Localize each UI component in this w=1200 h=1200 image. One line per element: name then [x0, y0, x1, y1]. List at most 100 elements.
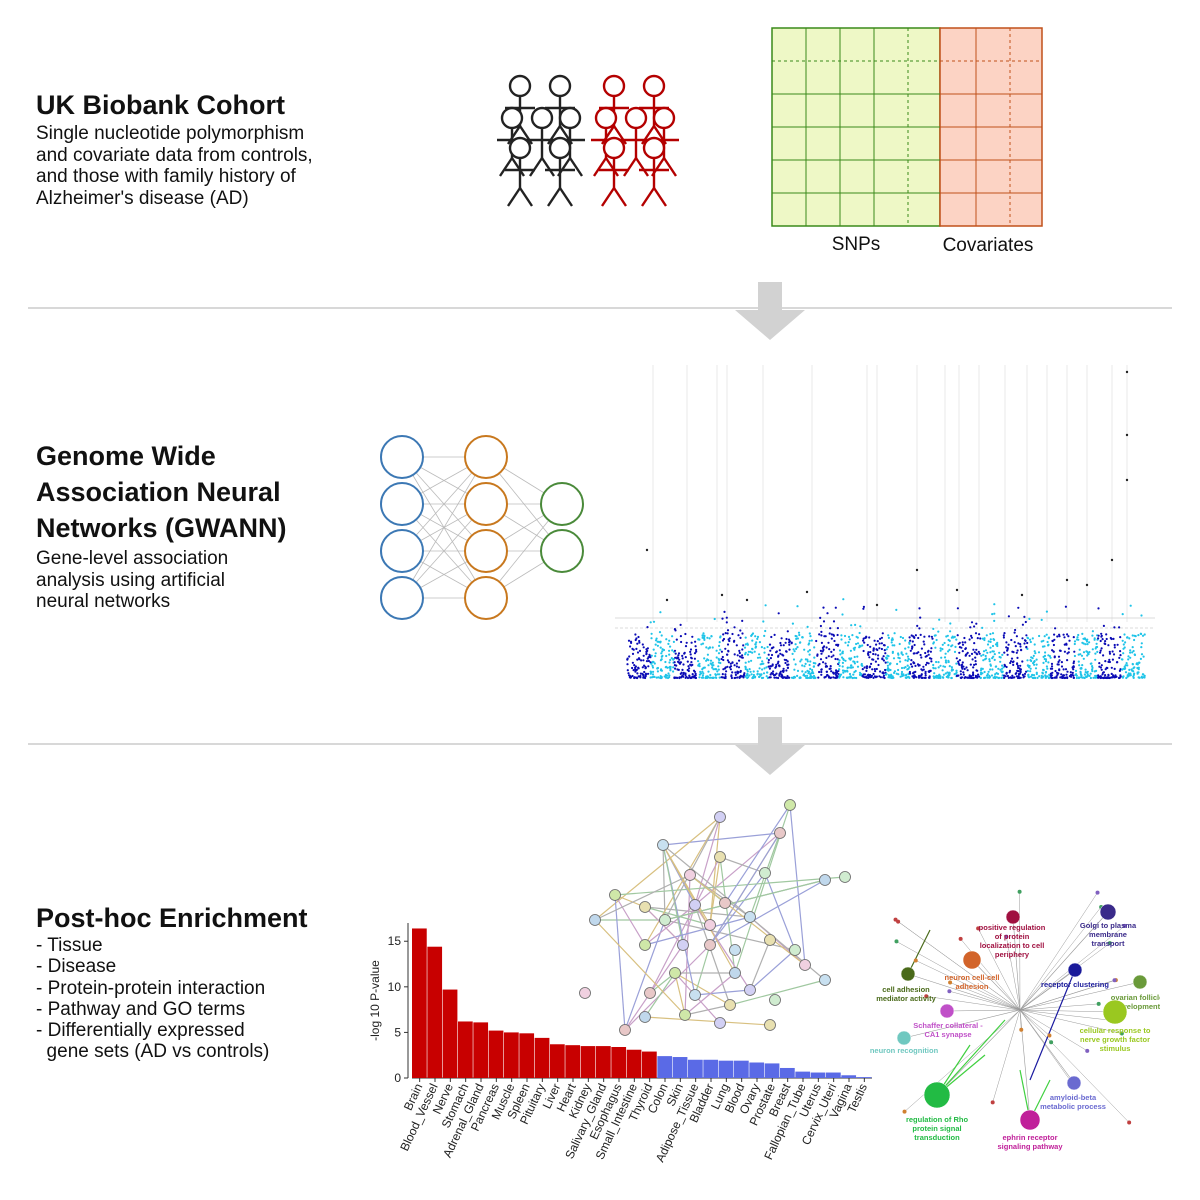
snp-point	[689, 653, 692, 656]
snp-point	[1058, 669, 1061, 672]
snp-point	[1121, 676, 1124, 679]
snp-point	[668, 639, 671, 642]
snp-point	[828, 632, 831, 635]
snp-point	[956, 634, 959, 637]
snp-point	[1030, 659, 1033, 663]
snp-point	[660, 658, 663, 661]
go-edge	[1019, 1009, 1050, 1036]
snp-point	[1100, 635, 1103, 638]
snp-point	[891, 638, 894, 641]
snp-point	[1074, 673, 1077, 676]
go-term-label: cellular response to	[1080, 1026, 1151, 1035]
snp-point	[796, 674, 799, 677]
interaction-edge	[694, 904, 731, 1006]
snp-point	[769, 649, 772, 652]
go-edge	[896, 941, 1021, 1011]
snp-point	[635, 637, 638, 640]
snp-point	[1048, 673, 1051, 676]
y-tick-label: 0	[394, 1071, 401, 1085]
snp-point	[737, 634, 740, 637]
snp-point	[767, 658, 770, 662]
snp-point	[681, 654, 684, 657]
snp-point	[724, 632, 727, 635]
y-tick-label: 10	[388, 980, 402, 994]
snp-point	[735, 644, 738, 647]
snp-point	[680, 640, 683, 644]
snp-point	[944, 659, 947, 662]
go-edge	[1006, 936, 1021, 1011]
snp-point	[723, 610, 726, 613]
go-term-label: amyloid-beta	[1050, 1093, 1097, 1102]
snp-point	[809, 635, 812, 638]
snp-point	[1045, 633, 1048, 636]
snp-point	[901, 636, 905, 640]
snp-point	[958, 659, 961, 662]
go-term-label: signaling pathway	[997, 1142, 1063, 1151]
snp-point	[767, 653, 770, 656]
gene-node	[976, 926, 981, 931]
snp-point	[1140, 675, 1143, 678]
snp-point	[688, 674, 691, 677]
snp-point	[1045, 665, 1048, 668]
snp-point	[862, 639, 865, 642]
snp-point	[761, 668, 764, 671]
snp-point	[752, 670, 755, 673]
snp-point	[697, 663, 700, 666]
snp-point	[709, 662, 712, 665]
snp-point	[875, 643, 878, 646]
snp-point	[1019, 664, 1022, 667]
snp-point	[1098, 665, 1101, 668]
snp-point	[1023, 642, 1026, 645]
snp-point	[1001, 664, 1004, 667]
snp-point	[808, 632, 811, 635]
snp-point	[847, 641, 850, 644]
snp-point	[991, 613, 994, 616]
snp-point	[754, 675, 757, 678]
snp-point	[1026, 636, 1029, 639]
snp-point	[1026, 664, 1029, 667]
snp-point	[809, 660, 812, 663]
bar	[780, 1067, 795, 1078]
snp-point	[834, 657, 837, 661]
snp-point	[722, 668, 725, 671]
snp-point	[744, 667, 747, 671]
top-hit-point	[1125, 478, 1129, 482]
gene-node	[913, 958, 918, 963]
snp-point	[746, 676, 749, 680]
snp-point	[700, 643, 703, 646]
snp-point	[1006, 648, 1009, 651]
snp-point	[948, 674, 951, 677]
snp-point	[974, 663, 977, 666]
snp-point	[803, 665, 806, 668]
snp-point	[738, 651, 741, 655]
snp-point	[968, 654, 971, 657]
snp-point	[970, 675, 973, 678]
snp-point	[796, 605, 799, 608]
snp-point	[766, 645, 769, 649]
snp-point	[1017, 670, 1020, 673]
go-term-label: ovarian follicle	[1111, 993, 1160, 1002]
snp-point	[1132, 670, 1135, 673]
snp-point	[904, 659, 907, 662]
snp-point	[865, 636, 868, 639]
snp-point	[1108, 658, 1111, 661]
snp-point	[972, 671, 975, 674]
snp-point	[732, 640, 736, 643]
snp-point	[976, 676, 979, 679]
snp-point	[649, 621, 652, 624]
snp-point	[888, 676, 891, 679]
snp-point	[672, 658, 675, 661]
snp-point	[865, 669, 868, 672]
snp-point	[929, 650, 932, 653]
snp-point	[1038, 675, 1041, 678]
snp-point	[828, 648, 831, 651]
snp-point	[756, 672, 759, 675]
snp-point	[1061, 675, 1064, 678]
snp-point	[1017, 642, 1020, 645]
snp-point	[660, 634, 663, 637]
snp-point	[1129, 656, 1132, 659]
snp-point	[706, 636, 709, 639]
interaction-edge	[749, 939, 771, 991]
snp-point	[687, 665, 690, 668]
